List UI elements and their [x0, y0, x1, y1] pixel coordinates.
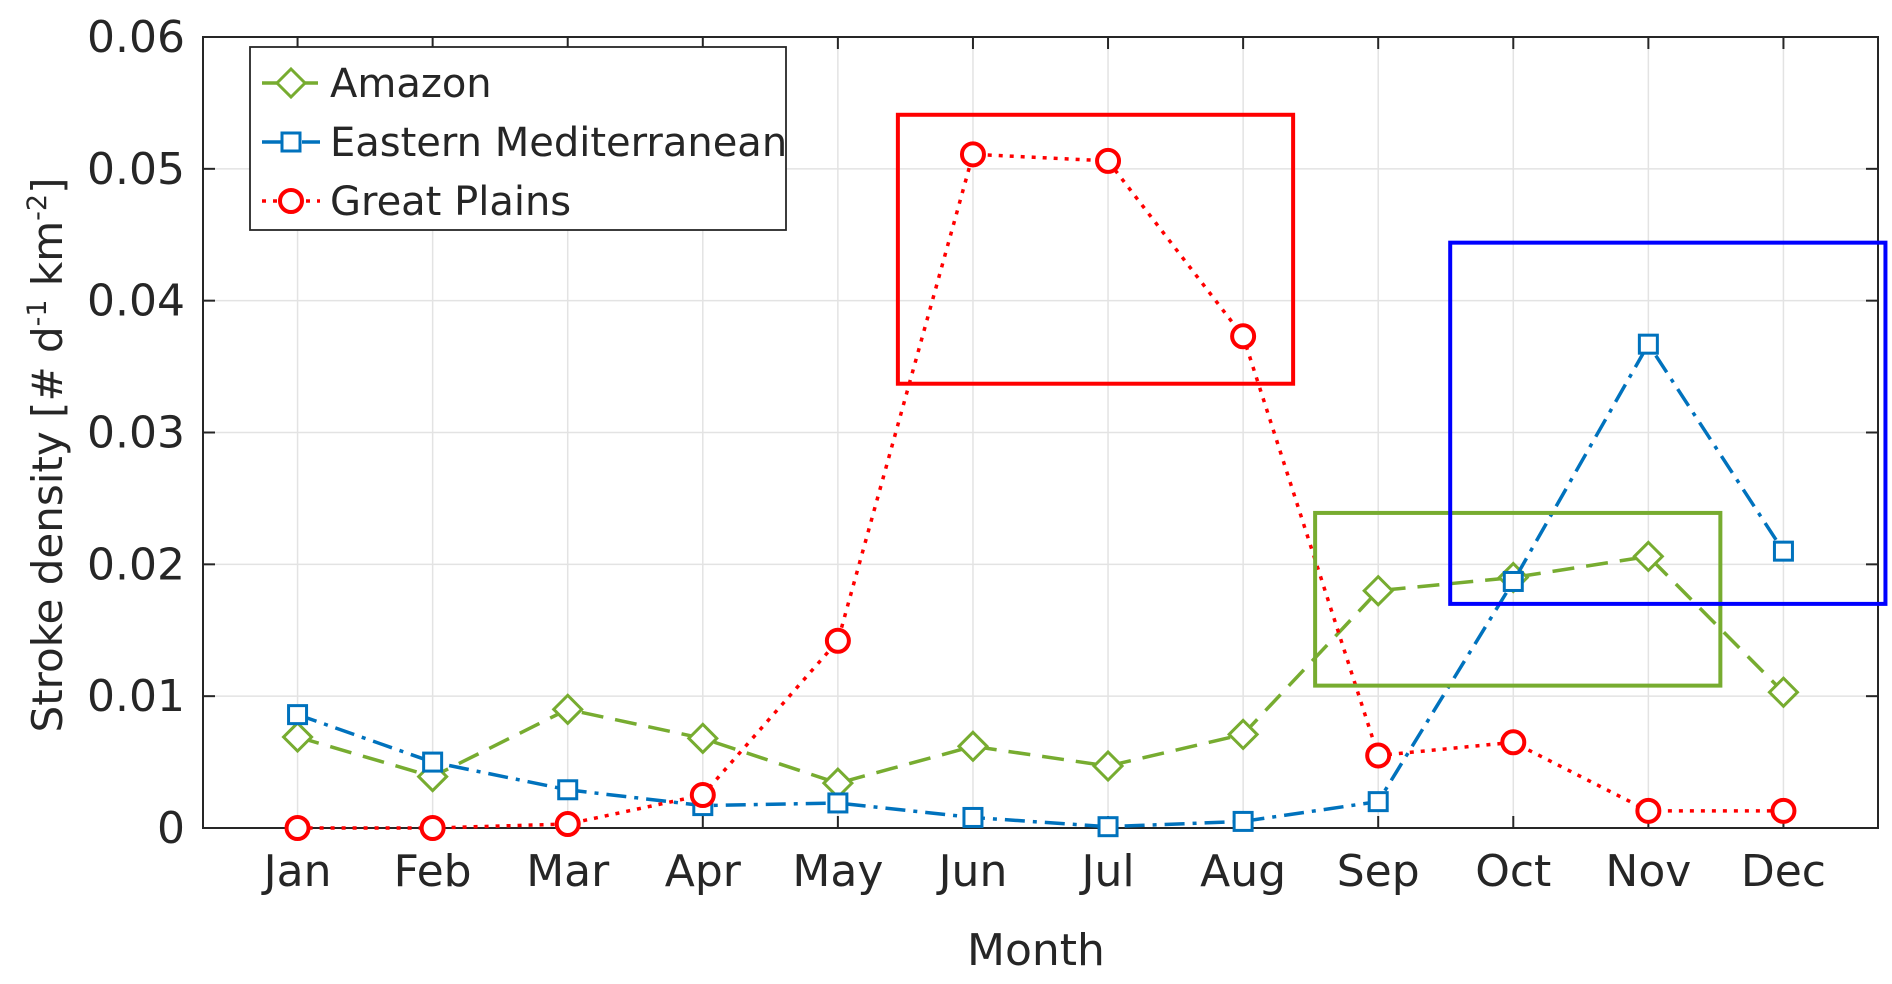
highlight-box — [1448, 240, 1888, 606]
data-point — [284, 815, 311, 841]
y-axis-label-superscript: -2 — [22, 194, 53, 221]
data-point — [686, 722, 719, 755]
legend-label: Eastern Mediterranean — [330, 120, 787, 166]
y-tick-label: 0.02 — [87, 539, 185, 590]
x-tick-label: May — [792, 846, 883, 897]
x-tick-label: Apr — [665, 846, 742, 897]
data-point — [1091, 749, 1125, 783]
data-point — [422, 751, 444, 773]
x-tick-label: Dec — [1741, 846, 1826, 897]
y-tick-label: 0.06 — [87, 12, 185, 63]
x-tick-label: Nov — [1605, 846, 1691, 897]
x-axis-label: Month — [967, 925, 1105, 976]
data-point — [962, 806, 984, 828]
legend-marker — [280, 131, 302, 153]
data-point — [1500, 729, 1527, 756]
data-point — [557, 779, 579, 801]
x-tick-label: Feb — [394, 846, 472, 897]
x-axis-ticks: Jan Feb Mar Apr May Jun Jul Aug Sep Oct Nov Dec — [261, 37, 1826, 897]
data-point — [554, 811, 581, 838]
legend-entry: Eastern Mediterranean — [262, 120, 787, 166]
data-point — [1097, 816, 1119, 838]
y-tick-label: 0.05 — [87, 144, 185, 195]
y-axis-label-part: ] — [23, 178, 72, 194]
series-line — [297, 340, 1785, 829]
x-tick-label: Jul — [1078, 846, 1134, 897]
data-point — [1637, 333, 1659, 355]
data-point — [419, 815, 446, 841]
legend-label: Great Plains — [330, 179, 571, 225]
y-tick-label: 0.01 — [87, 671, 185, 722]
legend-marker — [274, 66, 308, 100]
data-point — [551, 693, 584, 726]
y-tick-label: 0.04 — [87, 276, 185, 327]
legend-box — [249, 46, 787, 231]
data-point — [287, 704, 309, 726]
x-tick-label: Aug — [1200, 846, 1286, 897]
x-tick-label: Oct — [1475, 846, 1551, 897]
legend: Amazon Eastern Mediterranean Great Plains — [249, 46, 787, 231]
y-tick-label: 0.03 — [87, 408, 185, 459]
data-point — [1635, 797, 1662, 824]
data-point — [1632, 540, 1665, 573]
legend-marker — [278, 188, 304, 214]
data-point — [1502, 570, 1524, 592]
series-great-plains — [284, 141, 1797, 841]
data-point — [1095, 147, 1122, 174]
legend-label: Amazon — [330, 61, 492, 107]
y-tick-label: 0 — [157, 803, 185, 854]
legend-entry: Great Plains — [262, 179, 571, 225]
data-point — [1232, 810, 1254, 832]
data-point — [1770, 797, 1797, 824]
highlight-box — [1313, 510, 1723, 688]
data-point — [827, 792, 849, 814]
y-axis-label-part: Stroke density [# d — [23, 326, 72, 732]
y-axis-label-superscript: -1 — [22, 299, 53, 326]
data-point — [1362, 574, 1395, 607]
series-layer — [281, 141, 1800, 841]
data-point — [824, 627, 851, 654]
x-tick-label: Jun — [936, 846, 1008, 897]
data-point — [1365, 742, 1392, 769]
y-axis-label: Stroke density [# d-1 km-2] — [22, 178, 72, 733]
data-point — [281, 720, 314, 754]
legend-entry: Amazon — [262, 61, 492, 107]
y-axis-label-part: km — [23, 221, 72, 300]
series-eastern-mediterranean — [287, 333, 1794, 838]
highlight-boxes — [895, 112, 1888, 688]
highlight-box — [895, 112, 1296, 386]
x-tick-label: Mar — [526, 846, 610, 897]
data-point — [689, 782, 716, 809]
data-point — [959, 141, 986, 168]
data-point — [1772, 540, 1794, 562]
data-point — [1367, 791, 1389, 813]
data-point — [1230, 323, 1257, 350]
x-tick-label: Jan — [261, 846, 332, 897]
data-point — [1226, 718, 1260, 751]
data-point — [956, 730, 990, 763]
y-axis-ticks: 0 0.01 0.02 0.03 0.04 0.05 0.06 — [87, 12, 1878, 854]
series-line — [297, 554, 1785, 786]
data-point — [1767, 676, 1800, 709]
x-tick-label: Sep — [1337, 846, 1420, 897]
